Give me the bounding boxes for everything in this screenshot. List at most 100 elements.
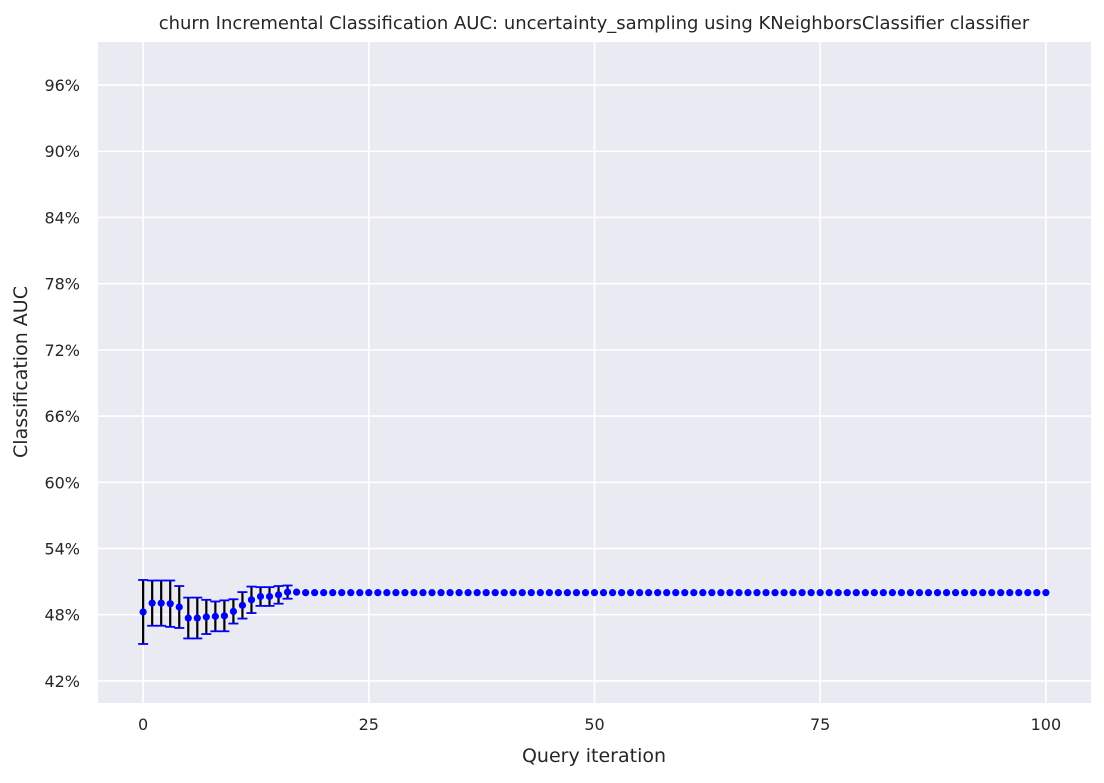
data-point xyxy=(789,589,797,597)
data-point xyxy=(735,589,743,597)
data-point xyxy=(717,589,725,597)
data-point xyxy=(482,589,490,597)
data-point xyxy=(608,589,617,597)
y-tick-label: 48% xyxy=(44,606,80,625)
data-point xyxy=(924,589,933,597)
data-point xyxy=(744,589,752,597)
data-point xyxy=(870,589,878,597)
data-point xyxy=(645,589,653,597)
y-tick-label: 90% xyxy=(44,142,80,161)
data-point xyxy=(599,589,608,597)
x-tick-label: 100 xyxy=(1031,715,1062,734)
x-tick-labels: 0 25 50 75 100 xyxy=(138,715,1061,734)
y-axis-label: Classification AUC xyxy=(10,286,32,458)
data-point xyxy=(617,589,626,597)
chart-title: churn Incremental Classification AUC: un… xyxy=(159,13,1030,34)
data-point xyxy=(229,607,238,616)
y-tick-label: 78% xyxy=(44,275,80,294)
data-point xyxy=(293,588,301,596)
data-point xyxy=(1042,589,1050,597)
data-point xyxy=(338,589,346,597)
data-point xyxy=(951,589,960,597)
data-point xyxy=(311,589,319,597)
data-point xyxy=(392,589,400,597)
data-point xyxy=(590,589,599,597)
data-point xyxy=(726,589,734,597)
data-point xyxy=(401,589,409,597)
y-tick-label: 72% xyxy=(44,341,80,360)
data-point xyxy=(1033,589,1041,597)
data-point xyxy=(906,589,915,597)
data-point xyxy=(329,589,337,597)
data-point xyxy=(211,612,219,620)
data-point xyxy=(238,601,247,609)
data-point xyxy=(825,589,833,597)
y-tick-labels: 42% 48% 54% 60% 66% 72% 78% 84% 90% 96% xyxy=(44,76,80,691)
data-point xyxy=(699,589,707,597)
data-point xyxy=(175,603,183,611)
data-point xyxy=(708,589,716,597)
data-point xyxy=(247,596,256,604)
data-point xyxy=(780,589,788,597)
y-tick-label: 60% xyxy=(44,473,80,492)
data-point xyxy=(509,589,517,597)
data-point xyxy=(933,589,942,597)
data-point xyxy=(636,589,644,597)
x-tick-label: 50 xyxy=(584,715,604,734)
data-point xyxy=(220,612,228,620)
data-point xyxy=(193,614,201,622)
y-tick-label: 54% xyxy=(44,540,80,559)
data-point xyxy=(915,589,924,597)
data-point xyxy=(563,589,572,597)
data-point xyxy=(807,589,815,597)
data-point xyxy=(554,589,562,597)
data-point xyxy=(166,600,174,608)
data-point xyxy=(771,589,779,597)
data-point xyxy=(500,589,508,597)
data-point xyxy=(274,591,283,599)
data-point xyxy=(970,589,978,597)
data-point xyxy=(256,592,265,601)
data-point xyxy=(861,589,869,597)
data-point xyxy=(798,589,806,597)
data-point xyxy=(365,589,373,597)
data-point xyxy=(419,589,427,597)
data-point xyxy=(283,588,292,596)
data-point xyxy=(681,589,689,597)
data-point xyxy=(997,589,1005,597)
data-point xyxy=(1015,589,1023,597)
data-point xyxy=(464,589,472,597)
data-point xyxy=(302,589,310,597)
data-point xyxy=(473,589,481,597)
data-point xyxy=(320,589,328,597)
data-point xyxy=(184,614,192,622)
data-point xyxy=(988,589,996,597)
data-point xyxy=(410,589,418,597)
data-point xyxy=(581,589,590,597)
data-point xyxy=(852,589,860,597)
data-point xyxy=(690,589,698,597)
data-point xyxy=(347,589,355,597)
x-tick-label: 0 xyxy=(138,715,148,734)
data-point xyxy=(979,589,987,597)
x-tick-label: 25 xyxy=(359,715,379,734)
data-point xyxy=(1006,589,1014,597)
data-point xyxy=(834,589,842,597)
data-point xyxy=(265,592,274,601)
grid-lines xyxy=(98,42,1091,703)
data-point xyxy=(843,589,851,597)
data-point xyxy=(888,589,897,597)
data-points xyxy=(139,588,1050,622)
data-point xyxy=(663,589,671,597)
x-tick-label: 75 xyxy=(810,715,830,734)
data-point xyxy=(1024,589,1032,597)
y-tick-label: 84% xyxy=(44,208,80,227)
data-point xyxy=(942,589,951,597)
data-point xyxy=(654,589,662,597)
data-point xyxy=(148,599,156,607)
data-point xyxy=(572,589,581,597)
data-point xyxy=(879,589,887,597)
data-point xyxy=(446,589,454,597)
